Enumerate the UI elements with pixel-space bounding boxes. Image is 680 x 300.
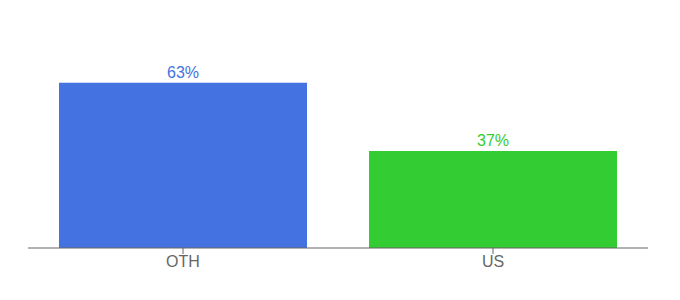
svg-text:US: US (482, 253, 504, 270)
svg-text:37%: 37% (477, 132, 509, 149)
svg-text:OTH: OTH (166, 253, 200, 270)
svg-text:63%: 63% (167, 64, 199, 81)
